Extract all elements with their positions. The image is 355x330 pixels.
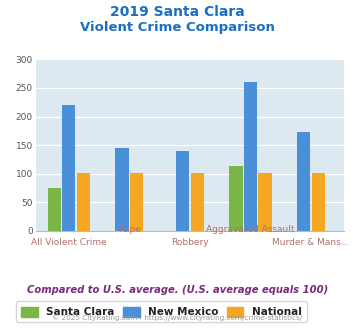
Text: Murder & Mans...: Murder & Mans... — [272, 238, 350, 247]
Bar — [48, 188, 61, 231]
Bar — [258, 173, 272, 231]
Text: Violent Crime Comparison: Violent Crime Comparison — [80, 21, 275, 34]
Text: 2019 Santa Clara: 2019 Santa Clara — [110, 5, 245, 19]
Bar — [229, 166, 242, 231]
Text: All Violent Crime: All Violent Crime — [31, 238, 107, 247]
Bar — [244, 82, 257, 231]
Bar — [62, 105, 76, 231]
Bar — [176, 151, 189, 231]
Text: Rape: Rape — [118, 225, 141, 234]
Bar — [312, 173, 325, 231]
Text: Compared to U.S. average. (U.S. average equals 100): Compared to U.S. average. (U.S. average … — [27, 285, 328, 295]
Bar — [77, 173, 90, 231]
Legend: Santa Clara, New Mexico, National: Santa Clara, New Mexico, National — [16, 301, 307, 322]
Bar — [115, 148, 129, 231]
Text: Aggravated Assault: Aggravated Assault — [206, 225, 295, 234]
Bar — [191, 173, 204, 231]
Text: © 2025 CityRating.com - https://www.cityrating.com/crime-statistics/: © 2025 CityRating.com - https://www.city… — [53, 314, 302, 321]
Bar — [297, 132, 310, 231]
Bar — [130, 173, 143, 231]
Text: Robbery: Robbery — [171, 238, 209, 247]
